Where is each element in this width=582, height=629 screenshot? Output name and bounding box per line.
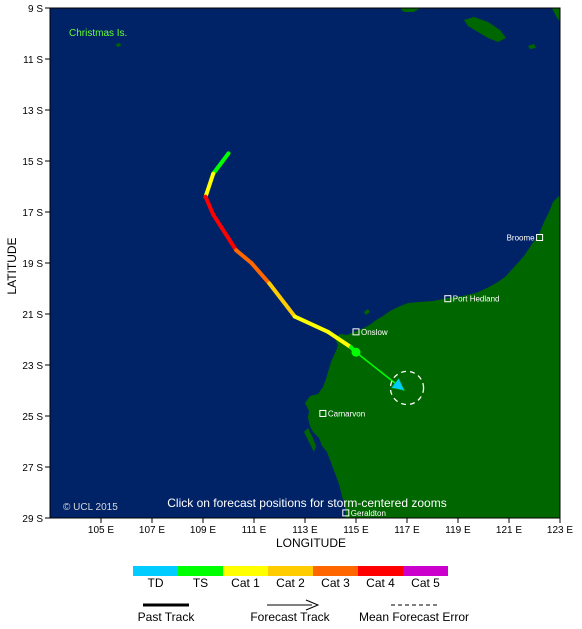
- forecast-point-1[interactable]: [390, 377, 405, 391]
- forecast-track-label: Forecast Track: [250, 610, 330, 624]
- lon-tick-label-5: 115 E: [343, 525, 369, 536]
- legend-swatch-cat-4: [358, 566, 403, 576]
- lon-tick-label-1: 107 E: [139, 525, 165, 536]
- lon-tick-label-7: 119 E: [445, 525, 471, 536]
- lat-tick-label-5: 19 S: [22, 259, 43, 270]
- lon-tick-label-2: 109 E: [190, 525, 216, 536]
- legend-label-cat-5: Cat 5: [411, 576, 440, 590]
- storm-track-layer[interactable]: [203, 151, 425, 406]
- lon-tick-label-9: 123 E: [547, 525, 573, 536]
- christmas-island: [116, 43, 121, 47]
- legend-swatch-cat-1: [223, 566, 268, 576]
- dirk-hartog-island: [318, 428, 327, 446]
- place-label-3: Carnarvon: [328, 409, 365, 418]
- lat-tick-label-2: 13 S: [22, 106, 43, 117]
- track-type-legend: Past Track Forecast Track Mean Forecast …: [138, 599, 469, 624]
- lat-tick-label-10: 29 S: [22, 514, 43, 525]
- past-track-label: Past Track: [138, 610, 196, 624]
- legend-label-cat-3: Cat 3: [321, 576, 350, 590]
- lon-tick-label-0: 105 E: [88, 525, 114, 536]
- lon-tick-label-6: 117 E: [394, 525, 420, 536]
- legend-swatch-ts: [178, 566, 223, 576]
- past-track-segment-6: [267, 281, 297, 319]
- past-track-segment-0: [211, 151, 231, 176]
- legend-swatch-cat-5: [403, 566, 448, 576]
- map-plot-area[interactable]: [116, 8, 560, 518]
- place-label-4: Geraldton: [351, 509, 386, 518]
- lat-tick-label-8: 25 S: [22, 412, 43, 423]
- mean-error-label: Mean Forecast Error: [359, 610, 469, 624]
- past-track-segment-1: [203, 171, 216, 199]
- place-marker-3: [319, 409, 327, 417]
- lon-tick-label-8: 121 E: [496, 525, 522, 536]
- place-label-0: Broome: [507, 234, 536, 243]
- past-track-segment-3: [211, 212, 239, 253]
- barrow-island: [364, 309, 370, 315]
- lat-tick-label-6: 21 S: [22, 310, 43, 321]
- mean-forecast-error-circle: [389, 370, 425, 406]
- timor-island: [400, 8, 420, 12]
- y-axis-title: LATITUDE: [5, 237, 19, 294]
- place-label-1: Port Hedland: [453, 295, 500, 304]
- lat-tick-label-0: 9 S: [28, 4, 43, 15]
- christmas-island-label: Christmas Is.: [69, 28, 127, 39]
- past-track-segment-2: [203, 194, 216, 217]
- australia-landmass: [305, 195, 560, 518]
- place-marker-4: [342, 509, 350, 517]
- past-track-segment-4: [234, 248, 254, 265]
- legend-swatch-cat-3: [313, 566, 358, 576]
- past-track-segment-7: [292, 314, 330, 334]
- legend-swatch-cat-2: [268, 566, 313, 576]
- legend-label-cat-1: Cat 1: [231, 576, 260, 590]
- past-track-segment-5: [249, 261, 272, 286]
- category-legend: TD TS Cat 1 Cat 2 Cat 3 Cat 4 Cat 5: [133, 566, 448, 590]
- forecast-zoom-note: Click on forecast positions for storm-ce…: [167, 496, 446, 510]
- places-layer: Broome Port Hedland Onslow Carnarvon Geraldt…: [319, 234, 544, 518]
- place-marker-1: [444, 295, 452, 303]
- legend-label-cat-2: Cat 2: [276, 576, 305, 590]
- current-position-marker[interactable]: [351, 347, 361, 357]
- lat-tick-label-1: 11 S: [23, 55, 43, 66]
- place-label-2: Onslow: [361, 328, 388, 337]
- small-island-east: [528, 44, 536, 49]
- x-axis-title: LONGITUDE: [276, 536, 346, 550]
- lat-tick-label-4: 17 S: [22, 208, 43, 219]
- legend-label-td: TD: [148, 576, 164, 590]
- past-track-segment-8: [325, 329, 353, 350]
- lat-tick-label-9: 27 S: [22, 463, 43, 474]
- copyright-text: © UCL 2015: [63, 502, 118, 513]
- place-marker-2: [352, 328, 360, 336]
- lon-tick-label-4: 113 E: [292, 525, 318, 536]
- sumba-island: [464, 17, 506, 42]
- place-marker-0: [536, 234, 544, 241]
- legend-swatch-td: [133, 566, 178, 576]
- lat-tick-label-3: 15 S: [22, 157, 43, 168]
- shark-bay-peninsula: [304, 428, 316, 452]
- forecast-arrow-icon: [305, 599, 320, 611]
- legend-label-cat-4: Cat 4: [366, 576, 395, 590]
- legend-label-ts: TS: [193, 576, 208, 590]
- axis-ticks: 9 S 11 S 13 S 15 S 17 S 19 S 21 S 23 S 25 S 27 S 2…: [22, 4, 573, 536]
- lat-tick-label-7: 23 S: [22, 361, 43, 372]
- lon-tick-label-3: 111 E: [242, 525, 267, 536]
- small-island-northeast: [552, 8, 560, 22]
